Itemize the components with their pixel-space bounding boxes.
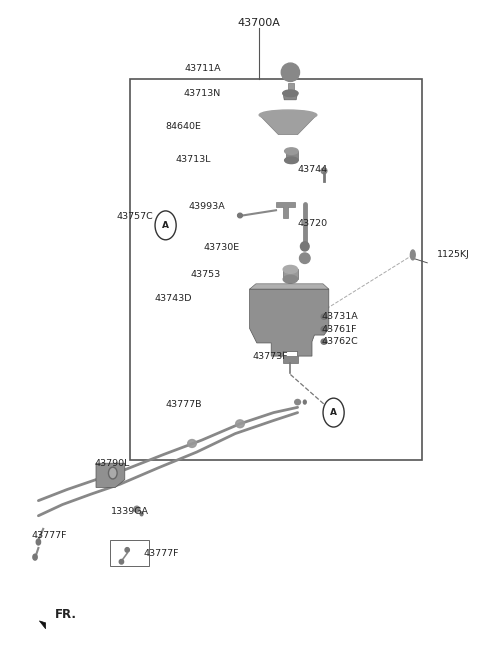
Circle shape xyxy=(323,398,344,427)
Text: 43790L: 43790L xyxy=(94,459,130,468)
Ellipse shape xyxy=(236,420,244,428)
Ellipse shape xyxy=(188,440,196,447)
Ellipse shape xyxy=(238,213,242,218)
Polygon shape xyxy=(250,289,329,356)
Text: 43743D: 43743D xyxy=(155,294,192,304)
Ellipse shape xyxy=(134,506,140,512)
FancyBboxPatch shape xyxy=(130,79,422,460)
Text: 84640E: 84640E xyxy=(166,122,202,131)
Ellipse shape xyxy=(283,90,298,97)
Text: 43777B: 43777B xyxy=(165,399,202,409)
Text: 43777F: 43777F xyxy=(32,531,67,540)
Polygon shape xyxy=(283,356,298,363)
Text: 43773F: 43773F xyxy=(252,352,288,361)
Text: FR.: FR. xyxy=(55,608,77,621)
Ellipse shape xyxy=(321,168,327,174)
Polygon shape xyxy=(39,621,46,629)
Polygon shape xyxy=(259,115,317,135)
Ellipse shape xyxy=(33,555,37,560)
Ellipse shape xyxy=(321,327,327,332)
Text: 43777F: 43777F xyxy=(144,549,180,558)
Polygon shape xyxy=(283,93,298,100)
Text: A: A xyxy=(162,221,169,230)
Text: 1125KJ: 1125KJ xyxy=(437,250,469,260)
Polygon shape xyxy=(96,463,125,487)
Polygon shape xyxy=(250,284,329,289)
Text: 1339GA: 1339GA xyxy=(111,507,149,516)
Text: 43711A: 43711A xyxy=(184,64,221,74)
Text: 43757C: 43757C xyxy=(117,212,154,221)
Ellipse shape xyxy=(140,512,143,516)
Ellipse shape xyxy=(281,63,300,81)
Ellipse shape xyxy=(125,548,130,552)
Ellipse shape xyxy=(300,242,309,251)
Text: 43731A: 43731A xyxy=(322,312,359,321)
Text: 43762C: 43762C xyxy=(322,337,359,346)
Ellipse shape xyxy=(283,275,298,283)
Text: 43761F: 43761F xyxy=(322,325,357,334)
Text: 43700A: 43700A xyxy=(238,18,281,28)
Polygon shape xyxy=(276,202,295,218)
Ellipse shape xyxy=(36,539,40,545)
Polygon shape xyxy=(288,83,294,91)
Text: 43720: 43720 xyxy=(298,219,328,228)
Text: 43713N: 43713N xyxy=(183,89,221,98)
Ellipse shape xyxy=(295,399,300,405)
Ellipse shape xyxy=(283,265,298,273)
Ellipse shape xyxy=(285,148,298,154)
Text: 43744: 43744 xyxy=(298,165,328,174)
Ellipse shape xyxy=(303,400,306,404)
Ellipse shape xyxy=(321,339,327,344)
Ellipse shape xyxy=(300,253,310,263)
Ellipse shape xyxy=(321,314,327,319)
Ellipse shape xyxy=(285,157,298,164)
Ellipse shape xyxy=(410,250,415,260)
Polygon shape xyxy=(286,151,298,160)
Polygon shape xyxy=(283,269,298,279)
Ellipse shape xyxy=(264,294,269,298)
Ellipse shape xyxy=(259,110,317,120)
Circle shape xyxy=(155,211,176,240)
Ellipse shape xyxy=(119,560,124,564)
Ellipse shape xyxy=(108,467,117,479)
Text: 43753: 43753 xyxy=(191,270,221,279)
Text: 43713L: 43713L xyxy=(176,155,211,164)
Text: 43993A: 43993A xyxy=(189,202,226,212)
Text: 43730E: 43730E xyxy=(204,243,240,252)
Text: A: A xyxy=(330,408,337,417)
